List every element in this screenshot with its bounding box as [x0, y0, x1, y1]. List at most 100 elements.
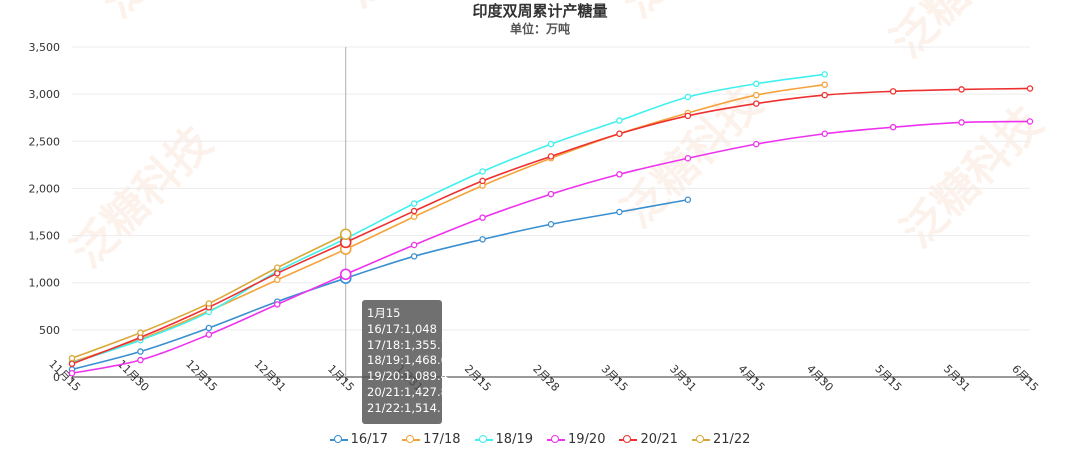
tooltip-row: 17/18:1,355.7 [367, 337, 448, 352]
data-point [958, 86, 965, 93]
data-point [274, 301, 281, 308]
data-point [410, 207, 418, 215]
data-point [68, 354, 76, 362]
legend-label: 17/18 [423, 432, 461, 447]
y-tick-label: 1,000 [29, 277, 61, 290]
data-point [205, 300, 213, 307]
y-tick-label: 500 [39, 324, 60, 337]
legend-swatch-icon [619, 434, 638, 445]
data-point [68, 369, 76, 377]
legend-item[interactable]: 16/17 [329, 432, 389, 447]
data-point [684, 112, 692, 120]
data-point [137, 356, 144, 364]
y-tick-label: 2,000 [29, 182, 61, 195]
data-point [616, 130, 623, 137]
data-point [479, 168, 486, 175]
series-line [71, 73, 825, 364]
x-tick-label: 2月15 [462, 362, 494, 394]
data-point [821, 81, 828, 88]
data-point [68, 360, 76, 368]
data-point [274, 276, 281, 284]
data-point [616, 171, 623, 178]
y-tick-label: 2,500 [29, 135, 61, 148]
legend-swatch-icon [691, 434, 710, 445]
chart-subtitle: 单位：万吨 [509, 22, 570, 36]
data-point [410, 213, 418, 220]
x-tick-label: 4月15 [736, 362, 768, 394]
data-point [547, 153, 555, 160]
data-point [137, 329, 144, 336]
data-point [479, 177, 486, 185]
tooltip-row: 18/19:1,468.6 [367, 353, 448, 368]
data-point [821, 130, 828, 137]
data-point [547, 140, 555, 148]
x-tick-label: 6月15 [1009, 362, 1041, 394]
data-point [479, 214, 486, 221]
data-point [1026, 118, 1034, 125]
legend-item[interactable]: 20/21 [619, 432, 678, 447]
data-point [684, 155, 692, 162]
series-line [71, 83, 825, 363]
data-point [274, 270, 281, 277]
legend-item[interactable]: 21/22 [691, 432, 751, 447]
data-point [339, 268, 352, 281]
x-tick-label: 5月15 [872, 362, 904, 394]
legend-label: 19/20 [568, 432, 606, 447]
data-point [137, 348, 144, 355]
legend-swatch-icon [547, 434, 565, 445]
data-point [205, 331, 213, 338]
data-point [958, 119, 965, 126]
x-tick-label: 5月31 [941, 362, 973, 394]
legend-label: 16/17 [350, 432, 389, 447]
tooltip: 1月15 16/17:1,048 17/18:1,355.7 18/19:1,4… [362, 300, 448, 424]
x-tick-label: 3月31 [667, 362, 699, 394]
legend-item[interactable]: 18/19 [474, 432, 533, 447]
legend-item[interactable]: 17/18 [402, 432, 461, 447]
data-point [753, 91, 760, 99]
data-point [684, 196, 692, 203]
legend-swatch-icon [329, 434, 348, 445]
chart-title: 印度双周累计产糖量 [472, 2, 608, 20]
legend: 16/17 17/18 18/19 19/20 20/21 21/22 [0, 432, 1080, 447]
tooltip-title: 1月15 [367, 306, 401, 320]
legend-swatch-icon [474, 434, 493, 445]
x-tick-label: 1月15 [325, 362, 357, 394]
y-tick-label: 0 [53, 371, 60, 384]
data-point [753, 80, 760, 88]
y-tick-label: 3,500 [29, 41, 61, 54]
data-point [1026, 85, 1034, 92]
legend-label: 20/21 [640, 432, 678, 447]
data-point [410, 241, 418, 249]
x-tick-label: 3月15 [599, 362, 631, 394]
data-point [684, 93, 692, 101]
legend-label: 18/19 [495, 432, 533, 447]
data-point [821, 71, 828, 78]
y-tick-label: 1,500 [29, 230, 61, 243]
x-tick-label: 12月31 [252, 357, 289, 394]
legend-item[interactable]: 19/20 [547, 432, 605, 447]
legend-label: 21/22 [712, 432, 751, 447]
tooltip-row: 20/21:1,427.8 [367, 384, 448, 399]
data-point [410, 253, 418, 260]
x-tick-label: 11月30 [115, 357, 152, 394]
y-tick-label: 3,000 [29, 88, 61, 101]
x-tick-label: 2月28 [530, 362, 562, 394]
data-point [889, 88, 897, 95]
legend-swatch-icon [402, 434, 421, 445]
x-tick-label: 4月30 [804, 362, 836, 394]
series-line [71, 198, 688, 371]
x-tick-label: 12月15 [183, 357, 220, 394]
data-point [821, 91, 828, 99]
tooltip-row: 19/20:1,089.4 [367, 369, 448, 384]
data-point [479, 236, 486, 243]
data-point [205, 324, 213, 332]
data-point [616, 117, 623, 124]
data-point [410, 200, 418, 207]
data-point [547, 190, 555, 198]
data-point [753, 140, 760, 148]
x-tick-label: 11月15 [46, 357, 83, 394]
data-point [889, 123, 897, 131]
data-point [753, 100, 760, 107]
data-point [616, 208, 623, 216]
